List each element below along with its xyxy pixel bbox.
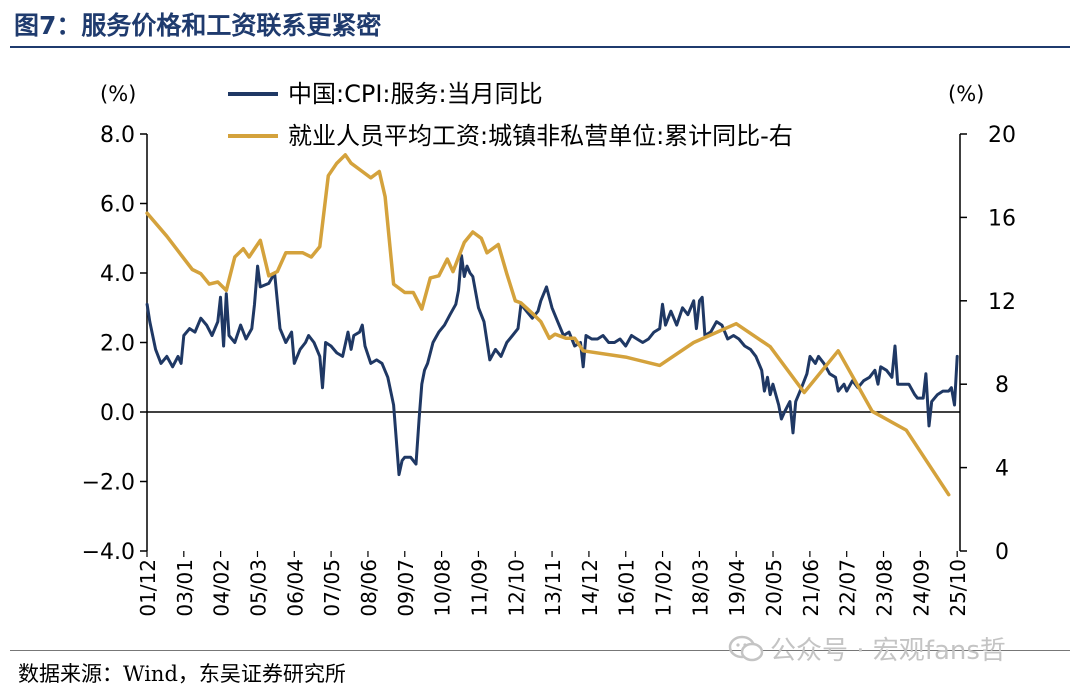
left-tick-label: 8.0 xyxy=(100,123,135,148)
wage-series-line xyxy=(145,153,951,497)
x-tick-label: 17/02 xyxy=(652,559,676,617)
x-tick-label: 06/04 xyxy=(283,559,307,617)
left-tick-label: 4.0 xyxy=(100,262,135,287)
left-axis: −4.0 −2.0 0.0 2.0 4.0 6.0 8.0 xyxy=(82,123,147,565)
x-tick-label: 14/12 xyxy=(578,559,602,617)
watermark: 公众号 · 宏观fans哲 xyxy=(728,630,1006,667)
x-tick-label: 13/11 xyxy=(541,559,565,617)
x-tick-label: 03/01 xyxy=(173,559,197,617)
right-tick-label: 20 xyxy=(988,123,1016,148)
left-axis-unit: (%) xyxy=(100,82,136,106)
left-tick-label: 0.0 xyxy=(100,401,135,426)
x-tick-label: 10/08 xyxy=(431,559,455,617)
x-tick-label: 24/09 xyxy=(909,559,933,617)
right-axis-unit: (%) xyxy=(948,82,984,106)
right-tick-label: 0 xyxy=(995,540,1009,565)
x-tick-label: 11/09 xyxy=(467,559,491,617)
x-axis: 01/12 03/01 04/02 05/03 06/04 07/05 08/06 09/07… xyxy=(136,551,970,617)
wechat-icon xyxy=(728,635,764,662)
left-tick-label: −4.0 xyxy=(82,540,135,565)
series-layer xyxy=(145,153,959,497)
legend-wage-label: 就业人员平均工资:城镇非私营单位:累计同比-右 xyxy=(288,122,793,150)
x-tick-label: 20/05 xyxy=(762,559,786,617)
x-tick-label: 01/12 xyxy=(136,559,160,617)
right-axis: 0 4 8 12 16 20 xyxy=(960,123,1016,565)
x-tick-label: 16/01 xyxy=(615,559,639,617)
plot-frame xyxy=(146,134,961,551)
right-tick-label: 12 xyxy=(988,290,1016,315)
x-tick-label: 07/05 xyxy=(320,559,344,617)
title-divider xyxy=(10,46,1070,48)
x-tick-label: 04/02 xyxy=(210,559,234,617)
x-tick-label: 22/07 xyxy=(836,559,860,617)
left-tick-label: 6.0 xyxy=(100,193,135,218)
left-tick-label: 2.0 xyxy=(100,332,135,357)
source-note: 数据来源：Wind，东吴证券研究所 xyxy=(18,662,346,686)
right-tick-label: 4 xyxy=(995,457,1009,482)
footer-divider xyxy=(10,650,1070,651)
legend-cpi-label: 中国:CPI:服务:当月同比 xyxy=(288,80,543,108)
legend: 中国:CPI:服务:当月同比 就业人员平均工资:城镇非私营单位:累计同比-右 xyxy=(228,80,793,150)
right-tick-label: 8 xyxy=(995,373,1009,398)
x-tick-label: 05/03 xyxy=(246,559,270,617)
x-tick-label: 25/10 xyxy=(946,559,970,617)
x-tick-label: 12/10 xyxy=(504,559,528,617)
left-tick-label: −2.0 xyxy=(82,471,135,496)
cpi-series-line xyxy=(145,254,959,477)
x-tick-label: 08/06 xyxy=(357,559,381,617)
x-tick-label: 21/06 xyxy=(799,559,823,617)
right-tick-label: 16 xyxy=(988,206,1016,231)
x-tick-label: 09/07 xyxy=(394,559,418,617)
watermark-text: 公众号 · 宏观fans哲 xyxy=(770,636,1006,666)
x-tick-label: 18/03 xyxy=(688,559,712,617)
x-tick-label: 23/08 xyxy=(873,559,897,617)
x-tick-label: 19/04 xyxy=(725,559,749,617)
figure-title: 图7：服务价格和工资联系更紧密 xyxy=(14,11,382,40)
